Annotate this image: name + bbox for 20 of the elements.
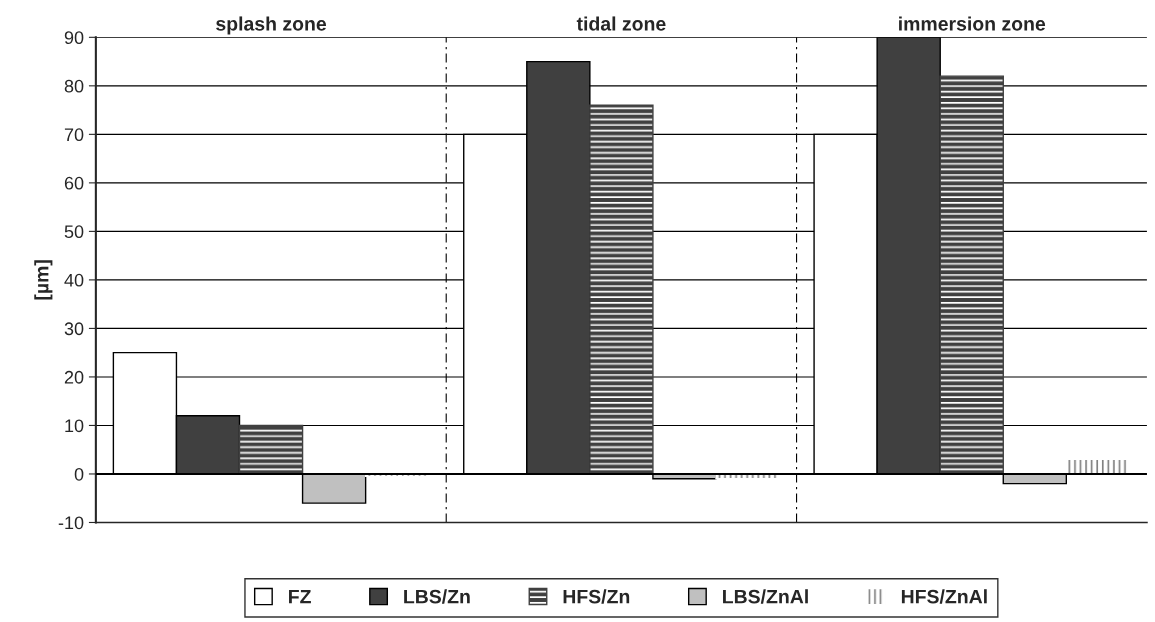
y-tick-label: 90 [64, 31, 84, 45]
y-tick-label: -10 [58, 516, 84, 530]
legend-label: HFS/Zn [563, 589, 630, 604]
y-tick-label: 80 [64, 79, 84, 93]
x-tick-label: immersion zone [899, 16, 1046, 31]
y-tick-label: 30 [64, 322, 84, 336]
y-tick-label: 50 [64, 225, 84, 239]
x-tick-label: splash zone [216, 16, 327, 35]
legend-label: HFS/ZnAl [901, 589, 987, 604]
y-tick-label: 60 [64, 176, 84, 190]
y-axis-title: [µm] [34, 260, 53, 300]
y-tick-label: 10 [65, 419, 84, 433]
y-tick-label: 0 [74, 467, 84, 481]
legend-label: FZ [289, 589, 311, 604]
x-tick-label: tidal zone [576, 16, 666, 31]
legend-label: LBS/Zn [404, 589, 470, 604]
y-tick-label: 20 [64, 370, 84, 384]
y-tick-label: 40 [64, 273, 84, 287]
y-tick-label: 70 [64, 128, 84, 142]
legend-label: LBS/ZnAl [723, 589, 808, 604]
